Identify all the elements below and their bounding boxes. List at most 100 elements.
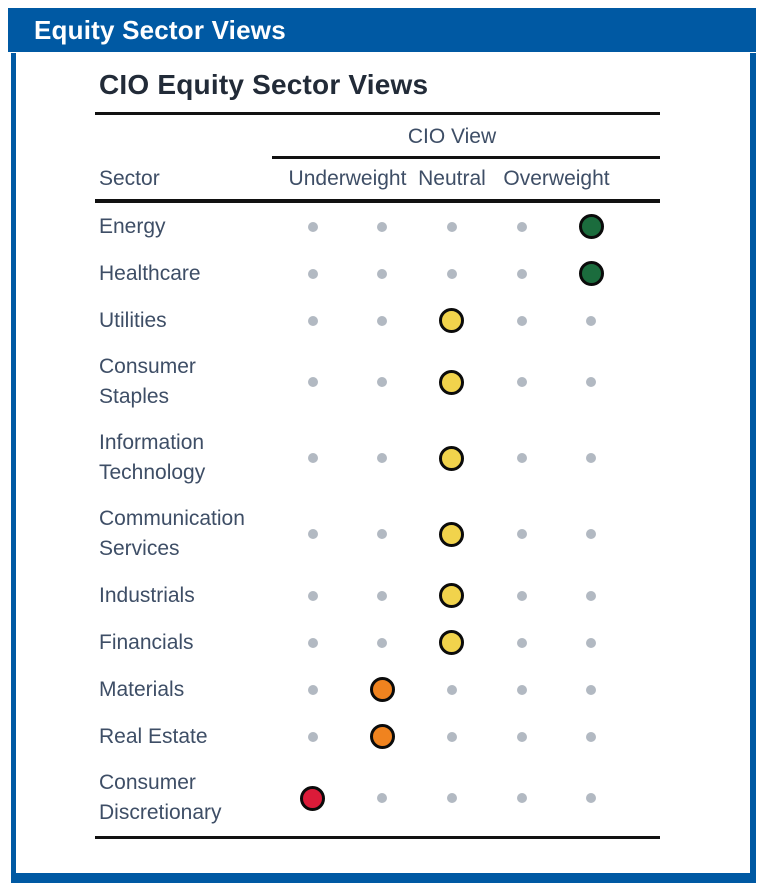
dot-cell	[417, 221, 487, 232]
active-view-dot-icon	[439, 445, 465, 471]
inactive-dot-icon	[377, 315, 388, 326]
sector-row: Utilities	[95, 297, 660, 344]
inactive-dot-icon	[586, 315, 597, 326]
dot-cell	[556, 637, 626, 648]
inactive-dot-icon	[307, 221, 318, 232]
inactive-dot-icon	[307, 731, 318, 742]
sector-label: Consumer Discretionary	[99, 771, 222, 824]
dot-cell	[556, 793, 626, 803]
dot-cell	[278, 221, 348, 232]
cio-view-underline	[272, 156, 660, 159]
sector-rows: Energy Healthcare Utilities Consumer Staple…	[95, 203, 660, 839]
sector-row: Materials	[95, 666, 660, 713]
neutral-header: Neutral	[418, 167, 486, 190]
inactive-dot-icon	[516, 793, 527, 803]
dot-cell	[556, 261, 626, 286]
active-view-dot-icon	[369, 724, 395, 749]
figure-title: CIO Equity Sector Views	[99, 69, 429, 100]
dot-cell	[348, 590, 418, 601]
dot-cell	[417, 731, 487, 742]
inactive-dot-icon	[307, 453, 318, 463]
scale-headers: Underweight Neutral Overweight	[278, 167, 626, 191]
inactive-dot-icon	[377, 377, 388, 387]
sector-label: Materials	[99, 677, 185, 701]
section-header-bar: Equity Sector Views	[8, 8, 756, 52]
dot-cell	[348, 221, 418, 232]
dot-cell	[278, 529, 348, 539]
active-view-dot-icon	[369, 677, 395, 702]
inactive-dot-icon	[446, 221, 457, 232]
sector-row: Communication Services	[95, 496, 660, 572]
sector-label: Consumer Staples	[99, 355, 196, 408]
inactive-dot-icon	[586, 793, 597, 803]
inactive-dot-icon	[586, 377, 597, 387]
cio-view-group-header: CIO View	[407, 125, 497, 148]
dot-cell	[417, 684, 487, 695]
dot-cell	[348, 637, 418, 648]
inactive-dot-icon	[516, 529, 527, 539]
inactive-dot-icon	[307, 529, 318, 539]
inactive-dot-icon	[377, 793, 388, 803]
sector-row: Industrials	[95, 572, 660, 619]
inactive-dot-icon	[586, 529, 597, 539]
inactive-dot-icon	[446, 684, 457, 695]
sector-label: Information Technology	[99, 431, 206, 484]
sector-label: Financials	[99, 630, 194, 654]
dot-cell	[556, 731, 626, 742]
dot-cell	[278, 637, 348, 648]
overweight-header: Overweight	[503, 167, 610, 190]
sector-row: Financials	[95, 619, 660, 666]
dot-cell	[278, 453, 348, 463]
inactive-dot-icon	[307, 590, 318, 601]
dot-cell	[556, 590, 626, 601]
inactive-dot-icon	[307, 268, 318, 279]
header-divider-line	[95, 199, 660, 203]
dot-cell	[278, 731, 348, 742]
dot-cell	[348, 677, 418, 702]
sector-row: Healthcare	[95, 250, 660, 297]
active-view-dot-icon	[439, 630, 465, 655]
inactive-dot-icon	[446, 793, 457, 803]
dot-cell	[348, 529, 418, 539]
inactive-dot-icon	[516, 590, 527, 601]
sector-label: Industrials	[99, 583, 195, 607]
cio-view-dot-scale	[278, 724, 626, 749]
sector-column-header: Sector	[99, 167, 160, 190]
sector-row: Consumer Discretionary	[95, 760, 660, 836]
sector-row: Information Technology	[95, 420, 660, 496]
dot-cell	[487, 637, 557, 648]
cio-view-dot-scale	[278, 369, 626, 395]
active-view-dot-icon	[439, 369, 465, 395]
dot-cell	[556, 529, 626, 539]
inactive-dot-icon	[516, 637, 527, 648]
inactive-dot-icon	[586, 637, 597, 648]
dot-cell	[417, 583, 487, 608]
inactive-dot-icon	[586, 590, 597, 601]
dot-cell	[417, 308, 487, 333]
cio-view-dot-scale	[278, 261, 626, 286]
sector-row: Consumer Staples	[95, 344, 660, 420]
dot-cell	[278, 684, 348, 695]
dot-cell	[487, 590, 557, 601]
inactive-dot-icon	[307, 637, 318, 648]
dot-cell	[417, 268, 487, 279]
cio-view-dot-scale	[278, 521, 626, 547]
sector-label: Real Estate	[99, 724, 208, 748]
cio-view-dot-scale	[278, 583, 626, 608]
dot-cell	[278, 315, 348, 326]
dot-cell	[348, 315, 418, 326]
dot-cell	[487, 377, 557, 387]
dot-cell	[278, 377, 348, 387]
inactive-dot-icon	[446, 731, 457, 742]
cio-view-dot-scale	[278, 308, 626, 333]
inactive-dot-icon	[516, 315, 527, 326]
dot-cell	[487, 315, 557, 326]
dot-cell	[348, 724, 418, 749]
inactive-dot-icon	[377, 221, 388, 232]
active-view-dot-icon	[439, 583, 465, 608]
inactive-dot-icon	[307, 377, 318, 387]
inactive-dot-icon	[516, 684, 527, 695]
inactive-dot-icon	[377, 453, 388, 463]
inactive-dot-icon	[516, 377, 527, 387]
